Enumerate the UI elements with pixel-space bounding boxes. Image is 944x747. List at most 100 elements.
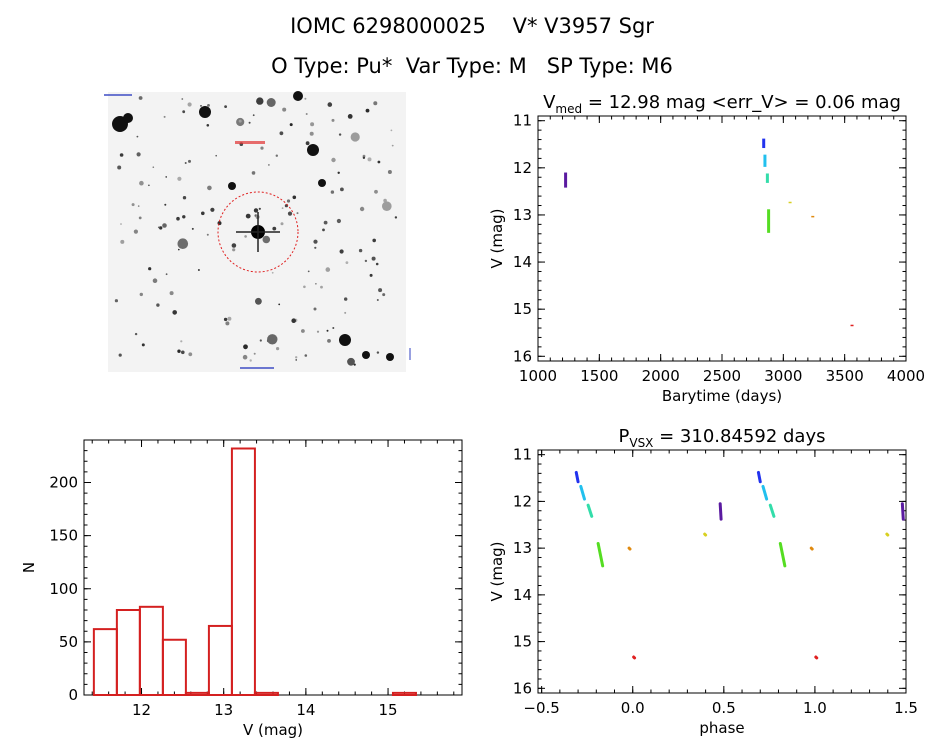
- x-axis-label: phase: [699, 719, 744, 737]
- field-star: [376, 351, 380, 354]
- figure-title: IOMC 6298000025 V* V3957 Sgr: [290, 14, 654, 38]
- field-star: [224, 105, 228, 108]
- field-star: [252, 114, 255, 117]
- field-star: [215, 154, 217, 157]
- field-star: [305, 141, 310, 146]
- field-star: [268, 164, 270, 166]
- x-tick-label: 2000: [642, 367, 680, 385]
- field-star: [339, 249, 344, 254]
- field-star: [375, 262, 379, 266]
- data-point-group: [586, 503, 594, 518]
- field-star: [245, 213, 251, 219]
- histogram-bar: [207, 624, 233, 696]
- field-star: [295, 359, 298, 361]
- field-star: [152, 278, 158, 284]
- field-star: [322, 228, 325, 232]
- field-star: [378, 288, 383, 293]
- field-star: [315, 283, 317, 285]
- data-point-group: [564, 172, 568, 188]
- field-star: [260, 146, 264, 150]
- data-point-group: [761, 484, 769, 501]
- field-star: [188, 159, 191, 163]
- field-star: [141, 343, 145, 347]
- data-point-group: [596, 541, 605, 568]
- y-tick-label: 15: [513, 300, 532, 318]
- x-tick-label: 14: [296, 701, 315, 719]
- field-star: [244, 235, 247, 238]
- y-tick-label: 0: [68, 686, 78, 704]
- phased-light-curve-plot: −0.5 0.0 0.5 1.0 1.5 11 12 13 14 15 16 phase V (mag)…: [488, 426, 918, 737]
- y-tick-label: 13: [513, 206, 532, 224]
- field-star: [307, 270, 310, 273]
- data-point-group: [762, 138, 766, 149]
- field-star: [217, 221, 222, 226]
- y-tick-label: 15: [513, 633, 532, 651]
- y-axis-label: N: [20, 562, 38, 573]
- field-star: [295, 356, 298, 359]
- field-star: [313, 239, 318, 244]
- field-star: [331, 157, 336, 163]
- histogram-bar: [115, 609, 141, 696]
- x-tick-label: 13: [214, 701, 233, 719]
- field-star: [187, 102, 192, 107]
- field-star: [159, 226, 163, 230]
- bright-star: [307, 144, 319, 156]
- bright-star: [318, 179, 326, 187]
- field-star: [180, 340, 183, 343]
- field-star: [231, 243, 237, 248]
- field-star: [331, 118, 335, 122]
- field-star: [313, 307, 317, 311]
- histogram-bar: [138, 605, 164, 696]
- x-tick-label: 15: [378, 701, 397, 719]
- field-star: [316, 330, 320, 333]
- data-point-group: [718, 502, 723, 521]
- field-star: [278, 303, 281, 306]
- data-point-group: [703, 532, 708, 537]
- bright-star: [293, 91, 303, 101]
- field-star: [176, 216, 180, 221]
- field-star: [327, 339, 331, 343]
- plot-title: Vmed = 12.98 mag <err_V> = 0.06 mag: [543, 92, 901, 116]
- field-star: [182, 196, 187, 200]
- field-star: [249, 359, 252, 362]
- field-star: [138, 216, 142, 220]
- field-star: [197, 269, 200, 271]
- field-star: [206, 233, 209, 236]
- field-star: [181, 350, 185, 355]
- field-star: [301, 329, 305, 333]
- y-tick-label: 16: [513, 347, 532, 365]
- field-star: [136, 135, 139, 138]
- field-star: [225, 321, 230, 326]
- y-tick-label: 13: [513, 539, 532, 557]
- field-star: [390, 129, 393, 132]
- field-star: [182, 110, 186, 114]
- field-star: [281, 207, 284, 210]
- field-star: [238, 119, 242, 123]
- figure-subtitle: O Type: Pu* Var Type: M SP Type: M6: [271, 54, 673, 78]
- plot-title: PVSX = 310.84592 days: [619, 426, 826, 450]
- field-star: [382, 293, 386, 297]
- field-star: [118, 353, 122, 357]
- histogram-bar: [184, 691, 210, 696]
- x-axis-label: Barytime (days): [662, 387, 782, 405]
- y-tick-label: 11: [513, 112, 532, 130]
- data-point-group: [900, 502, 905, 521]
- field-star: [383, 198, 387, 203]
- field-star: [133, 229, 138, 234]
- field-star: [371, 256, 376, 261]
- field-star: [157, 226, 160, 229]
- field-star: [114, 299, 118, 303]
- field-star: [117, 165, 122, 170]
- bright-star: [228, 182, 236, 190]
- field-star: [177, 238, 189, 249]
- field-star: [165, 176, 167, 178]
- field-star: [350, 132, 360, 142]
- field-star: [275, 154, 278, 157]
- field-star: [344, 297, 348, 301]
- field-star: [136, 152, 141, 157]
- field-star: [276, 347, 280, 351]
- field-star: [162, 223, 167, 228]
- field-star: [373, 101, 378, 106]
- bright-star: [386, 353, 394, 361]
